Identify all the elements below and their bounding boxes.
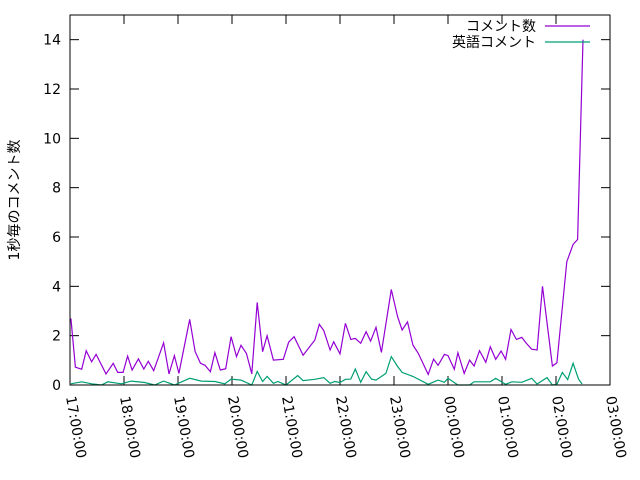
y-tick-label: 12	[43, 82, 61, 98]
y-tick-label: 0	[52, 378, 61, 394]
series-group	[70, 39, 584, 386]
y-tick-label: 4	[52, 279, 61, 295]
y-axis-label: 1秒毎のコメント数	[7, 140, 23, 261]
series-line-2	[70, 355, 583, 386]
y-tick-label: 10	[43, 131, 61, 147]
y-tick-label: 6	[52, 230, 61, 246]
y-tick-label: 8	[52, 181, 61, 197]
plot-border	[69, 14, 611, 386]
y-tick-label: 2	[52, 329, 61, 345]
legend-label: コメント数	[466, 19, 536, 35]
legend-label: 英語コメント	[452, 34, 536, 51]
y-tick-label: 14	[43, 33, 61, 49]
series-line-1	[70, 39, 584, 376]
